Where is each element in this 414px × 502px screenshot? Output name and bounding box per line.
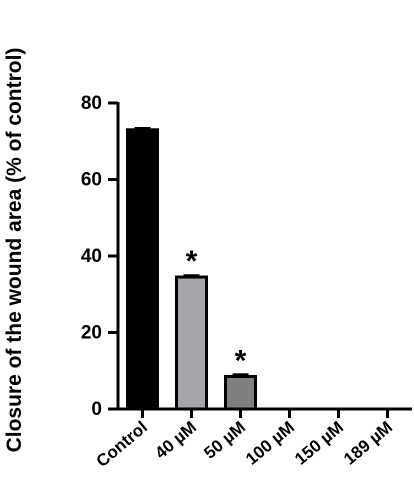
y-tick-label: 60 [81, 170, 102, 191]
x-tick-label: 40 µM [151, 418, 200, 463]
significance-marker: * [235, 344, 247, 377]
y-tick-label: 40 [81, 246, 102, 267]
y-tick-label: 80 [81, 93, 102, 114]
bars: ** [126, 126, 257, 411]
x-tick-label: Control [93, 418, 152, 471]
y-tick-label: 0 [91, 399, 102, 420]
x-tick-label: 50 µM [200, 418, 249, 463]
bar [175, 275, 208, 411]
axes: 0 20 40 60 80 [81, 93, 412, 420]
x-tick-label: 100 µM [242, 418, 298, 469]
x-tick-label: 189 µM [340, 418, 396, 469]
bar [224, 374, 257, 411]
bar [126, 128, 159, 411]
significance-marker: * [186, 245, 198, 278]
y-tick-label: 20 [81, 323, 102, 344]
y-axis-label: Closure of the wound area (% of control) [3, 48, 26, 453]
x-tick-label: 150 µM [291, 418, 347, 469]
